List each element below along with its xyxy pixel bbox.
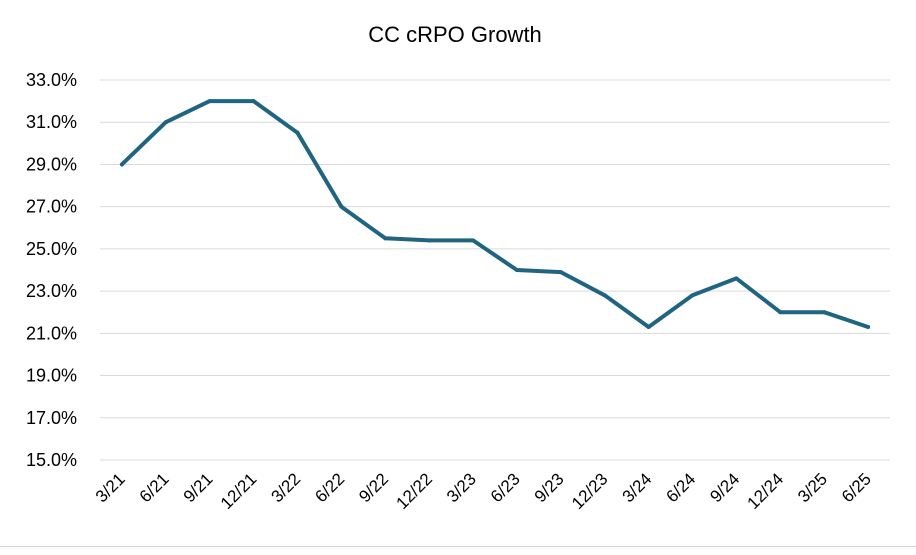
x-tick-label: 9/22 [355, 469, 392, 506]
data-point [339, 204, 344, 209]
chart-title: CC cRPO Growth [368, 22, 542, 47]
data-point [734, 276, 739, 281]
y-tick-label: 25.0% [26, 239, 77, 259]
data-point [822, 310, 827, 315]
data-point [778, 310, 783, 315]
x-tick-label: 3/22 [267, 469, 304, 506]
data-point [383, 236, 388, 241]
data-point [427, 238, 432, 243]
y-tick-label: 29.0% [26, 154, 77, 174]
x-tick-label: 3/25 [794, 469, 831, 506]
x-tick-label: 3/24 [619, 469, 656, 506]
series-line [119, 99, 871, 329]
y-tick-label: 19.0% [26, 366, 77, 386]
data-point [295, 130, 300, 135]
x-tick-label: 3/23 [443, 469, 480, 506]
data-point [646, 325, 651, 329]
x-tick-label: 9/21 [180, 469, 217, 506]
x-tick-label: 6/21 [136, 469, 173, 506]
x-tick-label: 6/24 [662, 469, 699, 506]
data-point [163, 120, 168, 125]
x-tick-label: 6/25 [838, 469, 875, 506]
data-point [471, 238, 476, 243]
data-point [866, 325, 871, 329]
series-layer [119, 99, 871, 329]
x-tick-label: 9/24 [706, 469, 743, 506]
bottom-divider [0, 546, 916, 547]
x-axis-tick-labels: 3/21 6/21 9/21 12/21 3/22 6/22 9/22 12/22 3/23 6/… [92, 469, 875, 513]
data-point [602, 293, 607, 298]
x-tick-label: 12/22 [392, 469, 436, 513]
y-axis-tick-labels: 15.0% 17.0% 19.0% 21.0% 23.0% 25.0% 27.0% 29.0%… [26, 70, 77, 470]
x-tick-label: 3/21 [92, 469, 129, 506]
data-point [514, 268, 519, 272]
data-point [690, 293, 695, 298]
gridlines [100, 79, 890, 461]
y-tick-label: 33.0% [26, 70, 77, 90]
data-point [558, 270, 563, 275]
y-tick-label: 15.0% [26, 450, 77, 470]
y-tick-label: 27.0% [26, 197, 77, 217]
data-point [207, 99, 212, 104]
x-tick-label: 12/24 [744, 469, 788, 513]
x-tick-label: 6/22 [311, 469, 348, 506]
data-point [119, 162, 124, 167]
data-point [251, 99, 256, 104]
y-tick-label: 31.0% [26, 112, 77, 132]
y-tick-label: 21.0% [26, 323, 77, 343]
y-tick-label: 23.0% [26, 281, 77, 301]
x-tick-label: 12/21 [217, 469, 261, 513]
x-tick-label: 6/23 [487, 469, 524, 506]
x-tick-label: 9/23 [531, 469, 568, 506]
x-tick-label: 12/23 [568, 469, 612, 513]
y-tick-label: 17.0% [26, 408, 77, 428]
